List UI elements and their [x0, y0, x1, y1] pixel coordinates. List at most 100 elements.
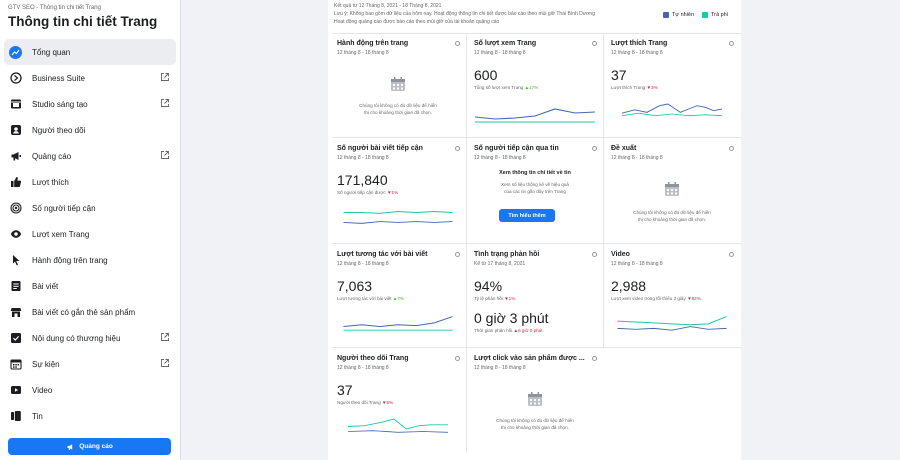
- external-link-icon[interactable]: [160, 98, 170, 108]
- card-date: 12 tháng 8 - 18 tháng 8: [611, 50, 663, 56]
- card-date: Kể từ 17 tháng 8, 2021: [474, 261, 526, 267]
- sidebar-item-label: Bài viết có gắn thẻ sản phẩm: [32, 307, 136, 317]
- change-badge: ▼3%: [646, 85, 658, 90]
- trend-icon: [9, 45, 22, 59]
- divider: [332, 347, 741, 348]
- info-icon[interactable]: [729, 41, 734, 46]
- sidebar-item-events[interactable]: Sự kiện: [4, 351, 176, 377]
- sparkline: [475, 108, 595, 123]
- card-page-followers[interactable]: Người theo dõi Trang 12 tháng 8 - 18 thá…: [330, 348, 466, 452]
- empty-state-text: Chúng tôi không có đủ dữ liệu để hiển th…: [359, 103, 437, 115]
- page-title: Thông tin chi tiết Trang: [8, 14, 158, 29]
- card-product-clicks[interactable]: Lượt click vào sản phẩm được ... 12 thán…: [467, 348, 603, 452]
- card-date: 12 tháng 8 - 18 tháng 8: [474, 155, 526, 161]
- metric-sub: Số người tiếp cận được ▼1%: [337, 190, 398, 195]
- megaphone-icon: [9, 150, 22, 163]
- card-title: Đề xuất: [611, 145, 637, 152]
- card-video[interactable]: Video 12 tháng 8 - 18 tháng 8 2,988 Lượt…: [604, 244, 740, 347]
- card-post-reach[interactable]: Số người bài viết tiếp cận 12 tháng 8 - …: [330, 138, 466, 243]
- info-icon[interactable]: [455, 146, 460, 151]
- metric-value: 37: [337, 382, 353, 398]
- card-page-actions[interactable]: Hành động trên trang 12 tháng 8 - 18 thá…: [330, 33, 466, 137]
- empty-state-text: Chúng tôi không có đủ dữ liệu để hiển th…: [496, 418, 574, 430]
- metric-label: Tổng số lượt xem Trang: [474, 85, 524, 90]
- sidebar-item-label: Sự kiện: [32, 359, 60, 369]
- info-icon[interactable]: [592, 356, 597, 361]
- legend-organic: Tự nhiên: [663, 12, 694, 18]
- calendar-icon: [9, 358, 22, 371]
- legend-swatch: [702, 12, 708, 18]
- external-link-icon[interactable]: [160, 332, 170, 342]
- sparkline: [343, 316, 453, 331]
- card-title: Lượt tương tác với bài viết: [337, 251, 428, 258]
- business-suite-icon: [9, 72, 22, 85]
- metric-sub: Lượt thích Trang ▼3%: [611, 85, 658, 90]
- sidebar-item-stories[interactable]: Tin: [4, 403, 176, 429]
- breadcrumb[interactable]: GTV SEO - Thông tin chi tiết Trang: [8, 5, 101, 11]
- sidebar-item-reach[interactable]: Số người tiếp cận: [4, 195, 176, 221]
- sidebar-item-label: Video: [32, 385, 53, 395]
- change-badge: ▲7%: [392, 296, 404, 301]
- external-link-icon[interactable]: [160, 72, 170, 82]
- info-icon[interactable]: [455, 252, 460, 257]
- sidebar-item-label: Người theo dõi: [32, 125, 86, 135]
- legend-paid: Trả phí: [702, 12, 728, 18]
- legend-paid-label: Trả phí: [711, 12, 729, 18]
- metric-label: Người theo dõi Trang: [337, 400, 381, 405]
- sidebar-item-likes[interactable]: Lượt thích: [4, 169, 176, 195]
- sidebar-item-ads[interactable]: Quảng cáo: [4, 143, 176, 169]
- sidebar-item-posts[interactable]: Bài viết: [4, 273, 176, 299]
- info-icon[interactable]: [592, 146, 597, 151]
- sparkline: [343, 211, 453, 224]
- stories-icon: [9, 410, 22, 423]
- external-link-icon[interactable]: [160, 358, 170, 368]
- sidebar-item-label: Studio sáng tạo: [32, 99, 88, 109]
- sidebar-item-creator-studio[interactable]: Studio sáng tạo: [4, 91, 176, 117]
- card-post-engagement[interactable]: Lượt tương tác với bài viết 12 tháng 8 -…: [330, 244, 466, 347]
- metric-label: Tỷ lệ phản hồi: [474, 296, 503, 301]
- sparkline: [621, 103, 723, 117]
- info-icon[interactable]: [455, 41, 460, 46]
- learn-more-button[interactable]: Tìm hiểu thêm: [499, 209, 555, 222]
- sidebar-item-label: Tin: [32, 411, 43, 421]
- card-page-views[interactable]: Số lượt xem Trang 12 tháng 8 - 18 tháng …: [467, 33, 603, 137]
- change-badge: ▲17%: [524, 85, 539, 90]
- empty-state-text: Chúng tôi không có đủ dữ liệu để hiển th…: [633, 210, 711, 222]
- info-icon[interactable]: [455, 356, 460, 361]
- sidebar-item-overview[interactable]: Tổng quan: [4, 39, 176, 65]
- sidebar-item-label: Lượt xem Trang: [32, 229, 90, 239]
- sidebar-item-product-tagged-posts[interactable]: Bài viết có gắn thẻ sản phẩm: [4, 299, 176, 325]
- story-description: Xem số liệu thống kê về hiệu quả của các…: [501, 182, 569, 194]
- card-date: 12 tháng 8 - 18 tháng 8: [337, 365, 389, 371]
- create-ad-button[interactable]: Quảng cáo: [8, 438, 171, 455]
- card-recommendations[interactable]: Đề xuất 12 tháng 8 - 18 tháng 8 Chúng tô…: [604, 138, 740, 243]
- metric-value: 37: [611, 67, 627, 83]
- card-title: Lượt thích Trang: [611, 40, 668, 47]
- metric-label: Lượt tương tác với bài viết: [337, 296, 392, 301]
- metric-sub: Tỷ lệ phản hồi ▼1%: [474, 296, 515, 301]
- sidebar-nav: Tổng quan Business Suite Studio sáng tạo…: [4, 39, 176, 429]
- metric-label: Lượt thích Trang: [611, 85, 646, 90]
- sidebar-item-page-actions[interactable]: Hành động trên trang: [4, 247, 176, 273]
- sidebar-item-videos[interactable]: Video: [4, 377, 176, 403]
- sidebar-item-followers[interactable]: Người theo dõi: [4, 117, 176, 143]
- change-badge: ▲6 giờ 0 phút: [513, 328, 543, 333]
- card-response-status[interactable]: Tình trạng phản hồi Kể từ 17 tháng 8, 20…: [467, 244, 603, 347]
- metric-label: Số người tiếp cận được: [337, 190, 386, 195]
- info-icon[interactable]: [729, 146, 734, 151]
- info-icon[interactable]: [592, 41, 597, 46]
- external-link-icon[interactable]: [160, 150, 170, 160]
- metric-sub: Lượt xem video trong tối thiểu 3 giây ▼8…: [611, 296, 701, 301]
- reach-icon: [9, 202, 22, 215]
- info-icon[interactable]: [729, 252, 734, 257]
- card-story-reach[interactable]: Số người tiếp cận qua tin 12 tháng 8 - 1…: [467, 138, 603, 243]
- creator-studio-icon: [9, 98, 22, 111]
- insights-overview-panel: Kết quả từ 12 Tháng 8, 2021 - 18 Tháng 8…: [328, 0, 741, 460]
- info-icon[interactable]: [592, 252, 597, 257]
- card-page-likes[interactable]: Lượt thích Trang 12 tháng 8 - 18 tháng 8…: [604, 33, 740, 137]
- metric-sub: Lượt tương tác với bài viết ▲7%: [337, 296, 404, 301]
- sidebar-item-branded-content[interactable]: Nội dung có thương hiệu: [4, 325, 176, 351]
- sidebar-item-business-suite[interactable]: Business Suite: [4, 65, 176, 91]
- sidebar-item-page-views[interactable]: Lượt xem Trang: [4, 221, 176, 247]
- card-title: Lượt click vào sản phẩm được ...: [474, 355, 585, 362]
